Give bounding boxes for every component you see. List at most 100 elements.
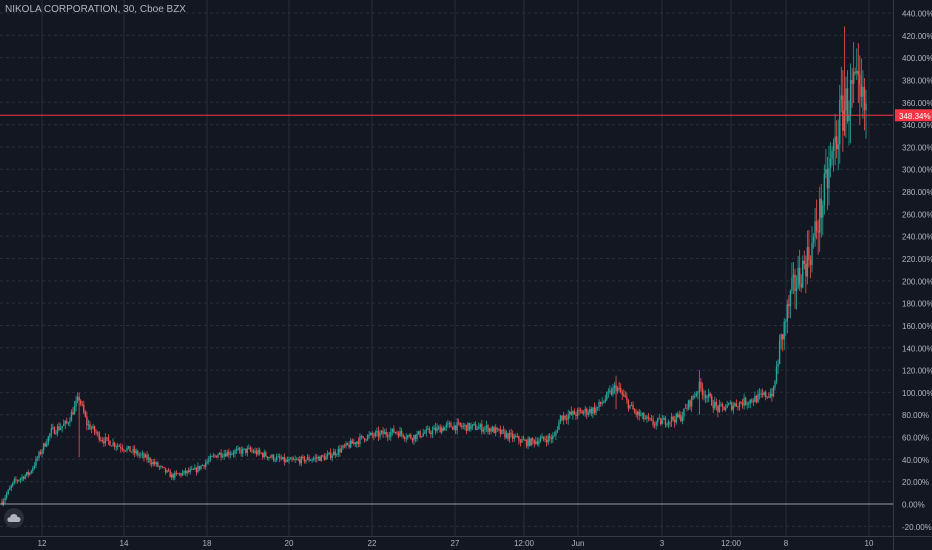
candle-body	[646, 416, 648, 419]
candle-body	[457, 422, 460, 424]
candles	[1, 26, 867, 507]
candle-body	[715, 401, 718, 406]
candle-body	[70, 412, 73, 422]
candle-body	[322, 455, 324, 457]
candle-body	[16, 480, 19, 482]
candle-body	[711, 396, 713, 406]
candle-body	[314, 457, 316, 459]
candle-body	[673, 419, 676, 423]
candle-body	[832, 142, 835, 151]
candle-body	[257, 450, 259, 455]
candle-body	[112, 442, 114, 446]
tradingview-logo[interactable]	[4, 508, 24, 528]
candle-body	[565, 418, 568, 420]
candle-body	[297, 459, 299, 461]
x-tick-label: 10	[865, 539, 874, 548]
candle-body	[211, 456, 213, 458]
candle-body	[768, 396, 770, 398]
candle-body	[680, 414, 682, 422]
candle-body	[370, 433, 372, 435]
candle-body	[115, 446, 117, 448]
candle-body	[291, 458, 293, 460]
candle-body	[598, 401, 600, 407]
candle-body	[834, 136, 836, 143]
candle-body	[727, 403, 730, 405]
candle-body	[538, 441, 540, 444]
candle-body	[272, 454, 275, 461]
candle-body	[808, 247, 810, 261]
candle-body	[238, 448, 241, 450]
candle-body	[619, 387, 622, 393]
y-tick-label: 340.00%	[902, 121, 932, 130]
candle-body	[113, 442, 116, 447]
candle-body	[118, 445, 120, 447]
candle-body	[516, 436, 519, 437]
candle-body	[610, 390, 613, 395]
candle-body	[56, 426, 59, 434]
candle-body	[121, 448, 124, 450]
candle-body	[331, 455, 333, 458]
candle-body	[329, 452, 332, 458]
candle-body	[357, 441, 360, 444]
candle-body	[214, 455, 216, 457]
candle-body	[336, 454, 338, 456]
chart-title: NIKOLA CORPORATION, 30, Cboe BZX	[5, 4, 186, 15]
candle-body	[675, 413, 677, 423]
candle-body	[104, 437, 107, 444]
candle-body	[586, 408, 588, 415]
x-tick-label: 27	[451, 539, 460, 548]
candle-body	[49, 433, 51, 437]
candle-body	[549, 436, 551, 438]
candle-body	[362, 436, 364, 439]
cloud-icon	[7, 514, 21, 522]
candle-body	[407, 435, 409, 438]
x-axis[interactable]: 12 14 18 20 22 27 12:00 Jun 3 12:00 8 10	[0, 536, 932, 549]
candle-body	[788, 304, 790, 307]
candle-body	[263, 452, 265, 458]
x-tick-label: 12	[38, 539, 47, 548]
candle-body	[444, 426, 446, 431]
candle-body	[507, 433, 509, 439]
candle-body	[737, 406, 739, 408]
candle-body	[820, 198, 822, 218]
current-price-badge	[895, 109, 932, 122]
candle-body	[200, 465, 202, 470]
candle-body	[704, 394, 707, 399]
candle-body	[191, 468, 193, 470]
candle-body	[144, 454, 147, 458]
y-axis[interactable]: 440.00% 420.00% 400.00% 380.00% 360.00% 340.0…	[893, 0, 932, 550]
candle-body	[275, 456, 278, 461]
candle-body	[738, 402, 741, 408]
candle-body	[681, 416, 684, 422]
candle-body	[522, 439, 525, 441]
y-tick-label: 120.00%	[902, 367, 932, 376]
candle-body	[279, 456, 281, 459]
candle-body	[427, 428, 429, 430]
y-tick-label: 360.00%	[902, 99, 932, 108]
candle-body	[805, 263, 807, 277]
candle-body	[161, 466, 164, 468]
candle-body	[451, 427, 454, 430]
candle-body	[717, 405, 719, 412]
candle-body	[55, 433, 57, 435]
candle-body	[240, 449, 242, 454]
candle-body	[271, 454, 273, 458]
y-tick-label: 300.00%	[902, 166, 932, 175]
candle-body	[47, 436, 49, 444]
candle-body	[348, 444, 350, 448]
candle-body	[473, 424, 475, 426]
candle-body	[488, 428, 491, 432]
candle-body	[342, 445, 344, 449]
y-tick-label: 160.00%	[902, 322, 932, 331]
candle-body	[194, 467, 196, 470]
candle-body	[624, 395, 627, 398]
candle-body	[387, 434, 389, 437]
candle-body	[195, 467, 198, 473]
candle-body	[613, 385, 616, 388]
candle-body	[84, 412, 87, 417]
candle-body	[101, 440, 103, 442]
candle-body	[481, 424, 483, 432]
candle-body	[288, 459, 290, 462]
candle-body	[231, 453, 233, 455]
